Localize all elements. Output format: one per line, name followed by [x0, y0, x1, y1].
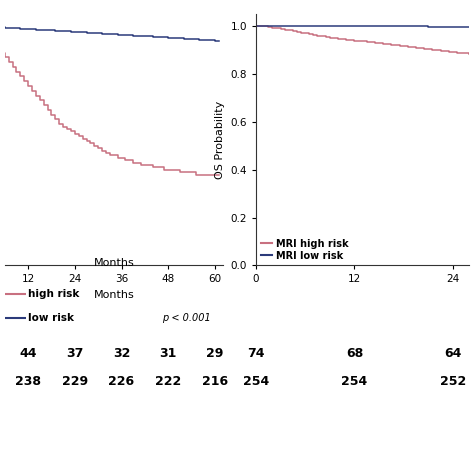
Text: 32: 32	[113, 346, 130, 360]
Text: Months: Months	[93, 258, 134, 268]
Text: 252: 252	[440, 375, 466, 388]
Text: low risk: low risk	[28, 312, 74, 323]
Text: 216: 216	[202, 375, 228, 388]
Y-axis label: OS Probability: OS Probability	[215, 100, 225, 179]
Text: 229: 229	[62, 375, 88, 388]
Text: 44: 44	[19, 346, 37, 360]
Text: 29: 29	[206, 346, 224, 360]
Legend: MRI high risk, MRI low risk: MRI high risk, MRI low risk	[261, 238, 349, 261]
Text: 64: 64	[444, 346, 462, 360]
Text: 238: 238	[15, 375, 41, 388]
Text: 226: 226	[109, 375, 135, 388]
Text: 68: 68	[346, 346, 363, 360]
Text: 254: 254	[341, 375, 367, 388]
X-axis label: Months: Months	[93, 290, 134, 300]
Text: p < 0.001: p < 0.001	[162, 312, 211, 323]
Text: 254: 254	[243, 375, 269, 388]
Text: 222: 222	[155, 375, 182, 388]
Text: 37: 37	[66, 346, 83, 360]
Text: high risk: high risk	[28, 289, 80, 299]
Text: 31: 31	[160, 346, 177, 360]
Text: 74: 74	[247, 346, 264, 360]
